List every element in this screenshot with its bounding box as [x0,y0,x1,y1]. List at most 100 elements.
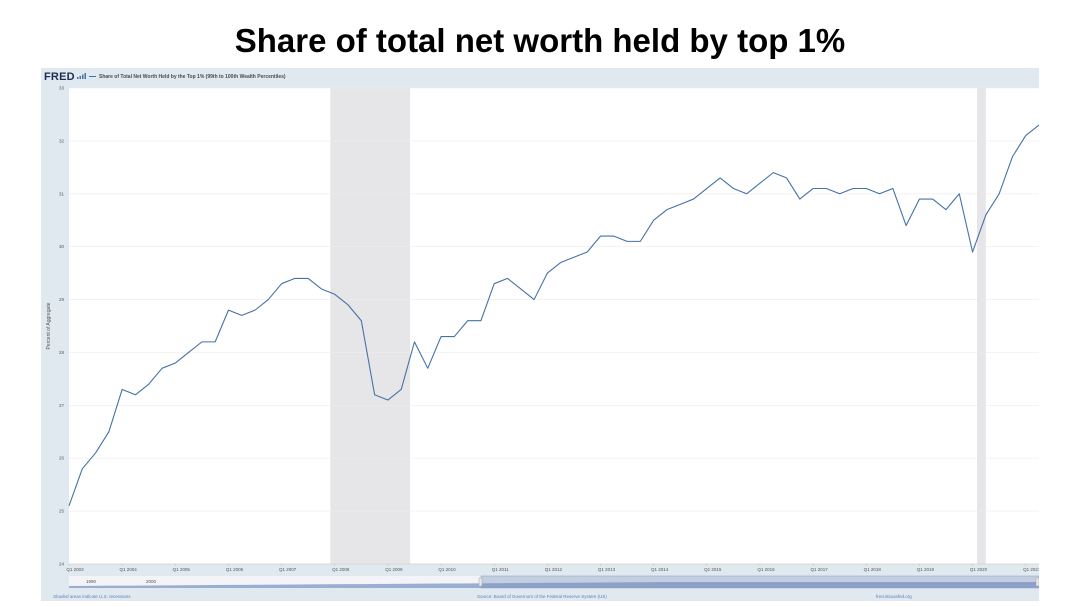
data-point [891,187,894,190]
navigator-label: 2000 [146,579,157,584]
data-point [718,176,721,179]
data-point [134,393,137,396]
data-point [360,319,363,322]
y-tick-label: 28 [59,350,65,355]
data-point [612,234,615,237]
plot-background [69,88,1039,564]
data-point [240,314,243,317]
data-point [94,451,97,454]
fred-url[interactable]: fred.stlouisfed.org [876,594,912,599]
x-tick-label: Q1 2019 [917,567,935,572]
x-tick-label: Q1 2007 [279,567,297,572]
data-point [918,197,921,200]
data-point [386,398,389,401]
data-point [519,287,522,290]
x-tick-label: Q1 2006 [226,567,244,572]
data-point [984,213,987,216]
recession-band [330,88,411,564]
data-point [998,192,1001,195]
data-point [639,240,642,243]
data-point [506,277,509,280]
source-note[interactable]: Source: Board of Governors of the Federa… [477,594,607,599]
data-point [971,250,974,253]
x-tick-label: Q1 2012 [545,567,563,572]
navigator-selection [480,575,1039,589]
data-point [400,388,403,391]
data-point [280,282,283,285]
data-point [373,393,376,396]
y-tick-label: 31 [59,191,65,196]
fred-logo[interactable]: FRED [44,71,75,83]
data-point [307,277,310,280]
x-tick-label: Q1 2016 [757,567,775,572]
data-point [732,187,735,190]
data-point [1011,155,1014,158]
x-tick-label: Q1 2009 [385,567,403,572]
data-point [479,319,482,322]
data-point [705,187,708,190]
y-tick-label: 26 [59,456,65,461]
y-tick-label: 29 [59,297,65,302]
data-point [865,187,868,190]
recession-note: Shaded areas indicate U.S. recessions [53,594,131,599]
x-tick-label: Q1 2010 [438,567,456,572]
data-point [625,240,628,243]
data-point [772,171,775,174]
data-point [905,224,908,227]
y-tick-label: 27 [59,403,65,408]
series-line [68,124,1039,507]
x-tick-label: Q1 2021 [1023,567,1039,572]
data-point [931,197,934,200]
data-point [745,192,748,195]
x-tick-label: Q1 2014 [651,567,669,572]
data-point [174,361,177,364]
y-tick-label: 30 [59,244,65,249]
data-point [81,467,84,470]
data-point [851,187,854,190]
data-point [838,192,841,195]
navigator-handle-right[interactable] [1035,577,1039,587]
data-point [546,272,549,275]
legend-swatch [89,75,96,78]
chart-plot: 24 25 26 27 28 29 30 31 32 33 Q1 2003 Q1 2004 Q1 200… [46,86,1039,589]
y-tick-label: 25 [59,509,65,514]
data-point [785,176,788,179]
y-tick-label: 32 [59,138,65,143]
data-point [67,504,70,507]
data-point [559,261,562,264]
data-point [878,192,881,195]
data-point [692,197,695,200]
x-tick-label: Q1 2017 [810,567,828,572]
data-point [200,340,203,343]
x-tick-label: Q1 2005 [173,567,191,572]
fred-footer: Shaded areas indicate U.S. recessions So… [41,592,1039,601]
data-point [493,282,496,285]
fred-header: FRED Share of Total Net Worth Held by th… [41,68,1039,88]
data-point [958,192,961,195]
data-point [227,309,230,312]
navigator-handle-left[interactable] [478,577,483,587]
data-point [466,319,469,322]
data-point [267,298,270,301]
data-point [758,182,761,185]
data-point [439,335,442,338]
data-point [214,340,217,343]
x-tick-label: Q1 2020 [970,567,988,572]
data-point [798,197,801,200]
data-point [812,187,815,190]
data-point [320,287,323,290]
data-point [121,388,124,391]
legend-entry[interactable]: Share of Total Net Worth Held by the Top… [89,74,286,80]
navigator-label: 1990 [86,579,97,584]
data-point [333,293,336,296]
x-tick-label: Q1 2013 [598,567,616,572]
data-point [665,208,668,211]
x-tick-label: Q1 2015 [704,567,722,572]
recession-band [976,88,986,564]
data-point [426,367,429,370]
legend-label: Share of Total Net Worth Held by the Top… [99,74,286,80]
x-tick-label: Q1 2008 [332,567,350,572]
slide-title: Share of total net worth held by top 1% [234,22,846,59]
data-point [453,335,456,338]
y-axis-label: Percent of Aggregate [46,302,52,349]
